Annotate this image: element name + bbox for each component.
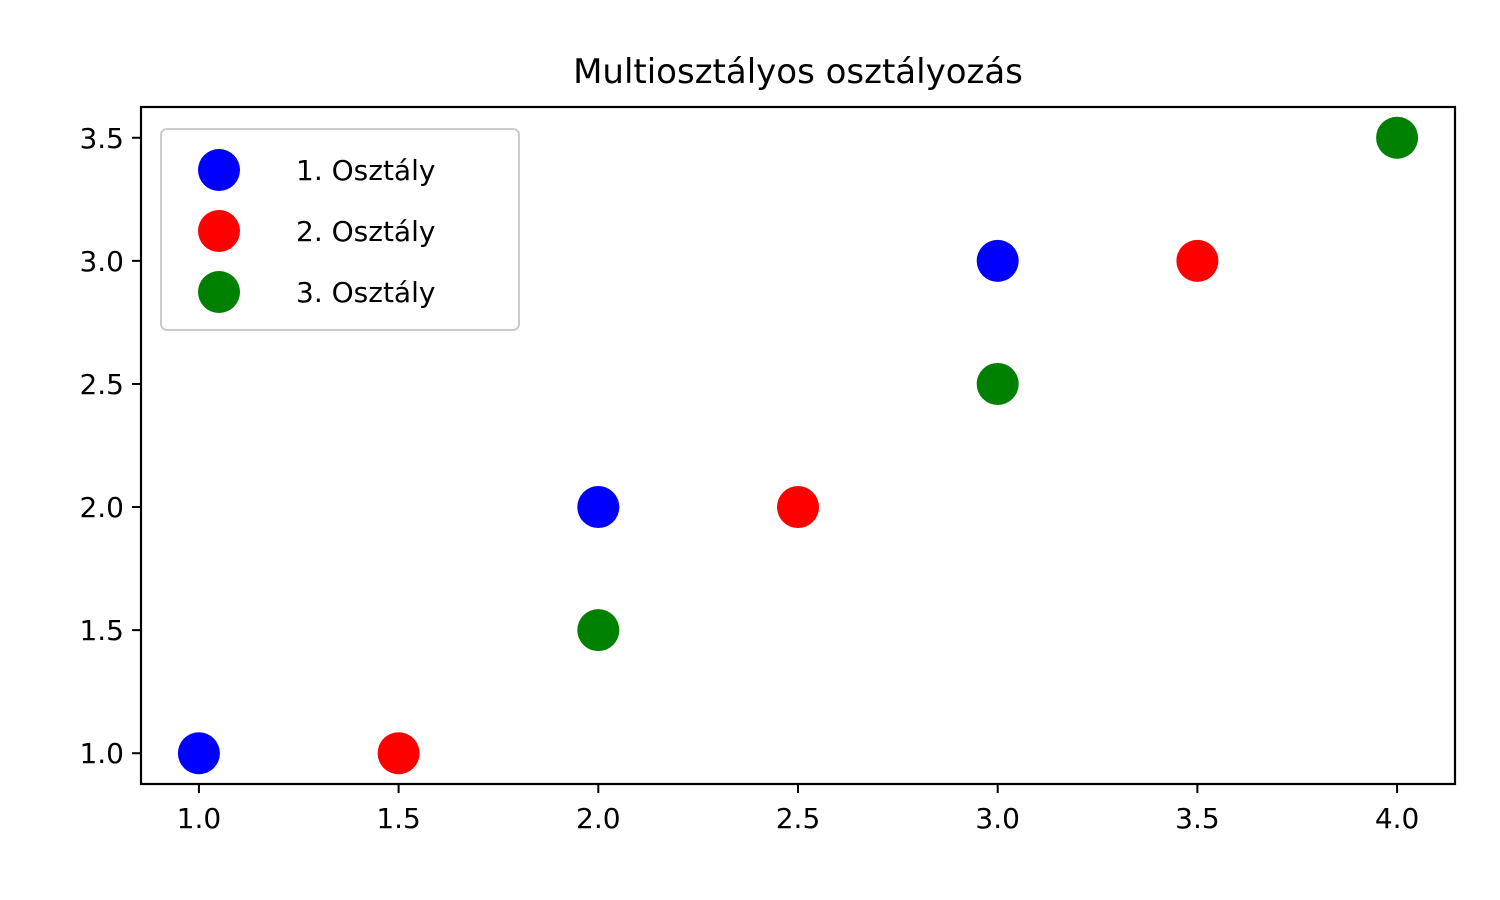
legend-marker (198, 210, 240, 252)
chart-title: Multiosztályos osztályozás (573, 52, 1023, 92)
x-tick-label: 3.0 (975, 802, 1020, 835)
y-tick-label: 1.0 (79, 737, 124, 770)
y-tick-label: 3.0 (79, 245, 124, 278)
legend: 1. Osztály 2. Osztály 3. Osztály (160, 128, 520, 331)
scatter-point-series-1 (976, 239, 1019, 282)
y-tick-label: 2.0 (79, 491, 124, 524)
x-tick-label: 2.5 (776, 802, 821, 835)
y-tick-label: 3.5 (79, 122, 124, 155)
scatter-point-series-3 (976, 362, 1019, 405)
x-tick-label: 3.5 (1175, 802, 1220, 835)
y-tick-label: 1.5 (79, 614, 124, 647)
scatter-point-series-1 (177, 732, 220, 775)
legend-box (160, 128, 520, 331)
legend-marker (198, 149, 240, 191)
y-tick-label: 2.5 (79, 368, 124, 401)
scatter-point-series-2 (777, 486, 819, 529)
x-tick-label: 4.0 (1375, 802, 1420, 835)
data-points (177, 116, 1419, 775)
legend-label: 2. Osztály (296, 215, 435, 248)
y-axis: 1.0 1.5 2.0 2.5 3.0 3.5 (79, 122, 141, 770)
legend-label: 1. Osztály (296, 154, 435, 187)
scatter-point-series-1 (577, 486, 620, 529)
x-tick-label: 1.5 (376, 802, 421, 835)
legend-label: 3. Osztály (296, 276, 435, 309)
legend-marker (198, 271, 240, 313)
scatter-point-series-3 (577, 609, 620, 652)
x-tick-label: 2.0 (576, 802, 621, 835)
scatter-point-series-2 (1176, 239, 1219, 282)
scatter-point-series-3 (1376, 116, 1419, 159)
scatter-point-series-2 (377, 732, 420, 775)
x-axis: 1.0 1.5 2.0 2.5 3.0 3.5 4.0 (177, 784, 1420, 835)
x-tick-label: 1.0 (177, 802, 222, 835)
